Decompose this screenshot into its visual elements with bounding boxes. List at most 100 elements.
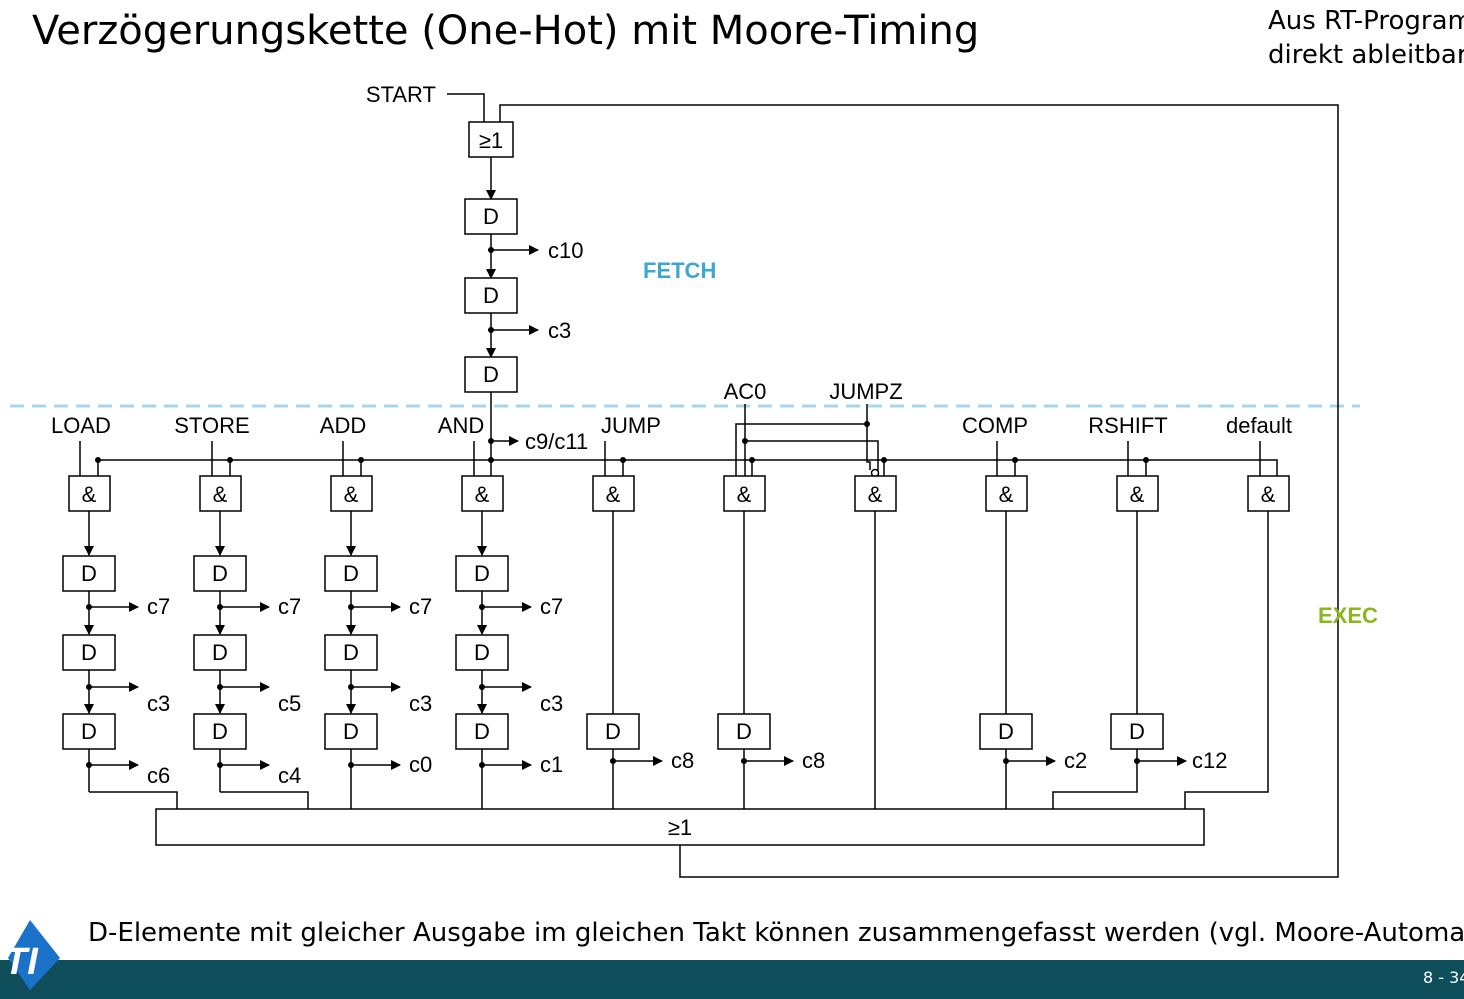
final-or-gate-label: ≥1 (668, 815, 692, 840)
and-gate-label: & (213, 482, 228, 507)
input-store: STORE (174, 413, 249, 438)
and-gate-label: & (82, 482, 97, 507)
and-gate-8 (985, 475, 1028, 512)
d-label: D (605, 719, 621, 744)
d-flipflop-5 (193, 634, 247, 671)
fetch-d-3 (464, 356, 518, 393)
junction-dots (86, 247, 1149, 768)
page-number: 8 - 34 (1423, 968, 1464, 987)
load-output-3: c6 (147, 763, 170, 788)
d-flipflop-10 (455, 555, 509, 592)
rshift-output: c12 (1192, 748, 1227, 773)
d-label: D (81, 640, 97, 665)
add-output-1: c7 (409, 594, 432, 619)
final-or-gate (155, 808, 1205, 846)
start-or-gate (468, 121, 514, 158)
add-output-2: c3 (409, 691, 432, 716)
store-output-2: c5 (278, 691, 301, 716)
d-flipflop-13 (586, 713, 640, 750)
load-output-1: c7 (147, 594, 170, 619)
d-label: D (474, 561, 490, 586)
fetch-d-1 (464, 198, 518, 235)
and-gate-label: & (999, 482, 1014, 507)
and-gate-10 (1247, 475, 1290, 512)
d-label: D (343, 719, 359, 744)
input-comp: COMP (962, 413, 1028, 438)
input-default: default (1226, 413, 1292, 438)
d-label: D (1129, 719, 1145, 744)
d-label: D (998, 719, 1014, 744)
input-ac0: AC0 (724, 379, 767, 404)
and-gate-label: & (868, 482, 883, 507)
svg-text:TI: TI (4, 941, 39, 983)
fetch-output-c10: c10 (548, 238, 583, 263)
fetch-d-2-label: D (483, 283, 499, 308)
and-output-3: c1 (540, 752, 563, 777)
d-label: D (81, 719, 97, 744)
d-flipflop-7 (324, 555, 378, 592)
d-label: D (736, 719, 752, 744)
load-output-2: c3 (147, 691, 170, 716)
store-output-1: c7 (278, 594, 301, 619)
fetch-bus (98, 459, 1278, 476)
ti-logo-icon: TI (4, 920, 60, 990)
footer-bar (0, 960, 1464, 999)
page-title: Verzögerungskette (One-Hot) mit Moore-Ti… (32, 8, 980, 54)
jumpz-output: c8 (802, 748, 825, 773)
fetch-d-1-label: D (483, 204, 499, 229)
and-gate-9 (1116, 475, 1159, 512)
d-flipflop-4 (193, 555, 247, 592)
input-rshift: RSHIFT (1088, 413, 1167, 438)
and-gate-label: & (606, 482, 621, 507)
side-note: Aus RT-Program direkt ableitbar (1268, 6, 1464, 70)
d-flipflop-2 (62, 634, 116, 671)
input-jump: JUMP (601, 413, 661, 438)
exec-phase-label: EXEC (1318, 603, 1378, 628)
start-wire (447, 93, 485, 122)
and-gate-label: & (1130, 482, 1145, 507)
comp-output: c2 (1064, 748, 1087, 773)
d-label: D (474, 640, 490, 665)
start-label: START (366, 82, 436, 107)
d-flipflop-12 (455, 713, 509, 750)
input-and: AND (438, 413, 484, 438)
and-gate-5 (592, 475, 635, 512)
add-output-3: c0 (409, 752, 432, 777)
and-output-2: c3 (540, 691, 563, 716)
and-gate-6 (723, 475, 766, 512)
jump-output: c8 (671, 748, 694, 773)
and-gate-label: & (475, 482, 490, 507)
feedback-wire (499, 104, 1339, 878)
store-output-3: c4 (278, 763, 301, 788)
delay-chain-diagram: START ≥1 D D D c10 c3 c9/c11 ≥1 LOAD STO… (10, 82, 1378, 878)
d-label: D (212, 719, 228, 744)
and-gate-label: & (737, 482, 752, 507)
d-flipflop-11 (455, 634, 509, 671)
fetch-output-c3: c3 (548, 318, 571, 343)
and-gate-7 (854, 475, 897, 512)
and-gate-4 (461, 475, 504, 512)
and-gate-3 (330, 475, 373, 512)
input-add: ADD (320, 413, 366, 438)
fetch-output-c9-c11: c9/c11 (525, 429, 588, 454)
d-label: D (212, 640, 228, 665)
input-load: LOAD (51, 413, 111, 438)
d-flipflop-8 (324, 634, 378, 671)
d-flipflop-15 (979, 713, 1033, 750)
and-gate-2 (199, 475, 242, 512)
d-label: D (212, 561, 228, 586)
d-label: D (343, 640, 359, 665)
input-jumpz: JUMPZ (829, 379, 902, 404)
footer-note: D-Elemente mit gleicher Ausgabe im gleic… (88, 918, 1464, 948)
start-or-gate-label: ≥1 (479, 128, 503, 153)
d-label: D (81, 561, 97, 586)
d-flipflop-16 (1110, 713, 1164, 750)
and-gate-label: & (344, 482, 359, 507)
d-label: D (343, 561, 359, 586)
and-gate-label: & (1261, 482, 1276, 507)
d-label: D (474, 719, 490, 744)
and-gate-1 (68, 475, 111, 512)
fetch-d-2 (464, 277, 518, 314)
d-flipflop-6 (193, 713, 247, 750)
fetch-d-3-label: D (483, 362, 499, 387)
